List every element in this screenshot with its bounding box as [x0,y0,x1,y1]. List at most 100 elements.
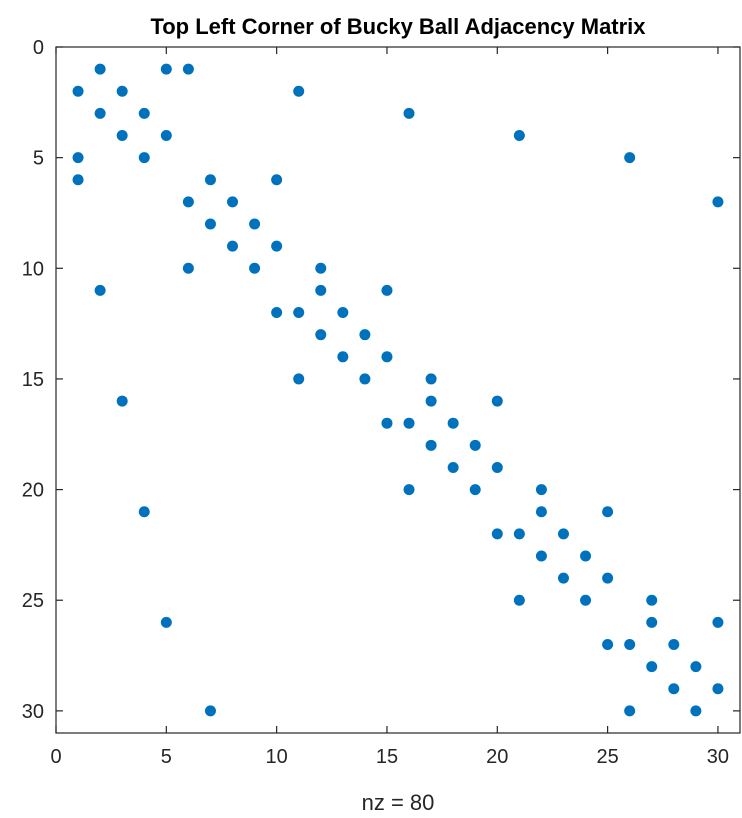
data-point [249,262,261,274]
data-point [271,307,283,319]
x-axis-label: nz = 80 [362,790,435,815]
data-point [403,484,415,496]
data-point [337,351,349,363]
data-point [646,661,658,673]
data-point [668,638,680,650]
data-point [359,329,371,341]
data-point [447,417,459,429]
data-point [204,174,216,186]
x-tick-label: 0 [50,746,61,768]
data-point [182,196,194,208]
data-point [646,594,658,606]
data-point [182,262,194,274]
chart-title: Top Left Corner of Bucky Ball Adjacency … [150,14,646,39]
data-point [535,550,547,562]
data-point [94,284,106,296]
data-point [381,417,393,429]
data-point [491,395,503,407]
data-point [469,439,481,451]
data-point [116,130,128,142]
data-point [160,63,172,75]
data-point [712,196,724,208]
data-point [72,174,84,186]
data-point [359,373,371,385]
x-tick-label: 10 [266,746,288,768]
data-point [227,240,239,252]
data-point [712,683,724,695]
data-point [557,572,569,584]
data-point [513,528,525,540]
y-tick-label: 15 [22,369,44,391]
data-point [646,616,658,628]
data-point [293,373,305,385]
data-point [204,705,216,717]
data-point [138,107,150,119]
data-point [602,506,614,518]
y-tick-label: 25 [22,590,44,612]
data-point [712,616,724,628]
data-point [403,417,415,429]
data-point [624,152,636,164]
data-point [72,152,84,164]
data-point [403,107,415,119]
data-point [690,705,702,717]
data-point [72,85,84,97]
data-point [160,130,172,142]
data-point [138,506,150,518]
data-point [315,329,327,341]
data-points [72,63,724,717]
y-tick-label: 0 [33,37,44,59]
data-point [491,461,503,473]
data-point [690,661,702,673]
data-point [535,484,547,496]
data-point [557,528,569,540]
data-point [94,107,106,119]
x-tick-label: 30 [707,746,729,768]
data-point [315,284,327,296]
y-tick-label: 5 [33,148,44,170]
data-point [381,351,393,363]
data-point [624,705,636,717]
data-point [668,683,680,695]
y-tick-label: 20 [22,480,44,502]
plot-area [55,46,741,734]
data-point [624,638,636,650]
data-point [271,174,283,186]
data-point [381,284,393,296]
y-tick-label: 30 [22,701,44,723]
data-point [580,594,592,606]
axis-ticks: 0 5 10 15 20 25 30 0 5 10 15 20 25 30 [22,37,740,768]
x-tick-label: 25 [596,746,618,768]
data-point [249,218,261,230]
data-point [447,461,459,473]
data-point [116,395,128,407]
data-point [425,373,437,385]
x-tick-label: 15 [376,746,398,768]
data-point [535,506,547,518]
data-point [182,63,194,75]
data-point [227,196,239,208]
data-point [94,63,106,75]
data-point [491,528,503,540]
data-point [138,152,150,164]
data-point [425,439,437,451]
data-point [337,307,349,319]
data-point [602,638,614,650]
data-point [293,307,305,319]
data-point [160,616,172,628]
data-point [425,395,437,407]
data-point [271,240,283,252]
data-point [293,85,305,97]
data-point [513,130,525,142]
data-point [580,550,592,562]
data-point [116,85,128,97]
x-tick-label: 20 [486,746,508,768]
y-tick-label: 10 [22,258,44,280]
data-point [315,262,327,274]
data-point [513,594,525,606]
data-point [602,572,614,584]
x-tick-label: 5 [161,746,172,768]
data-point [469,484,481,496]
data-point [204,218,216,230]
